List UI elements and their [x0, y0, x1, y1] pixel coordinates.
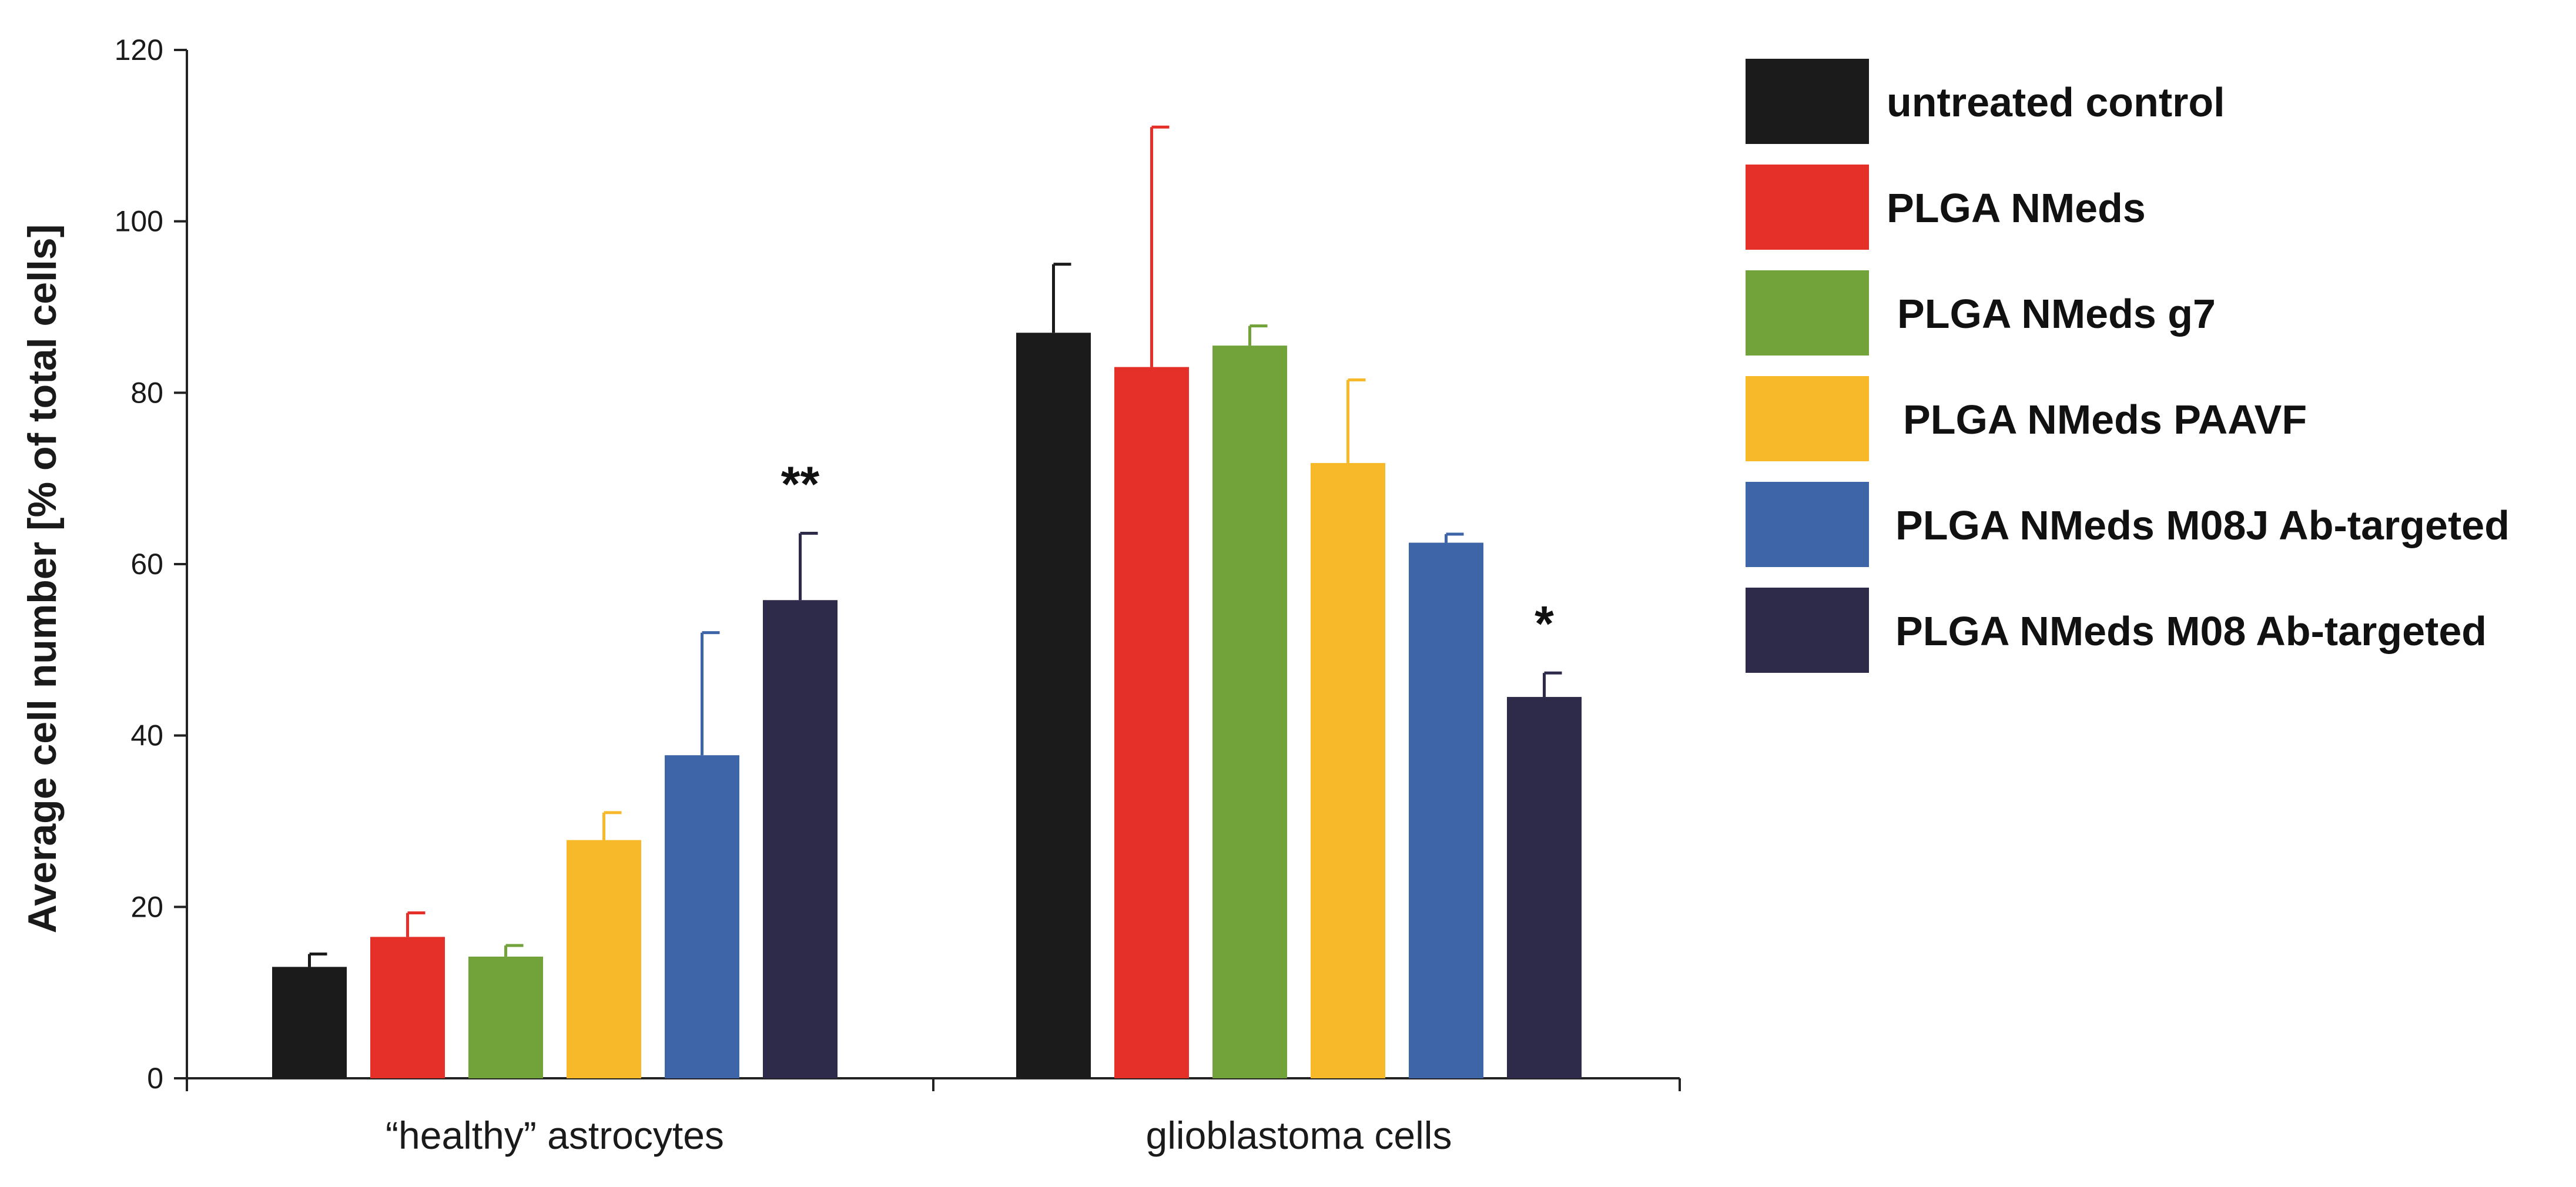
legend-swatch — [1746, 59, 1869, 144]
bar — [272, 967, 347, 1078]
bar — [567, 840, 641, 1078]
x-category-label: “healthy” astrocytes — [386, 1114, 724, 1157]
y-tick-label: 100 — [115, 205, 163, 238]
y-tick-label: 40 — [130, 719, 163, 752]
bar — [1507, 697, 1582, 1078]
y-axis-title: Average cell number [% of total cells] — [20, 224, 65, 934]
bar — [1114, 367, 1189, 1079]
bar — [1409, 542, 1483, 1078]
x-category-label: glioblastoma cells — [1146, 1114, 1452, 1157]
legend-label: PLGA NMeds PAAVF — [1903, 397, 2307, 442]
legend: untreated control PLGA NMeds PLGA NMeds g7… — [1746, 59, 2510, 673]
y-tick-label: 120 — [115, 33, 163, 66]
labels-layer: “healthy” astrocytes glioblastoma cells**… — [386, 457, 1554, 1158]
legend-label: PLGA NMeds — [1887, 185, 2146, 231]
y-tick-label: 80 — [130, 376, 163, 409]
legend-label: untreated control — [1887, 79, 2225, 125]
significance-marker: ** — [781, 457, 820, 512]
legend-swatch — [1746, 270, 1869, 356]
bar — [1016, 333, 1091, 1078]
legend-swatch — [1746, 482, 1869, 567]
bar — [665, 755, 739, 1078]
legend-label: PLGA NMeds g7 — [1897, 291, 2216, 337]
legend-swatch — [1746, 376, 1869, 461]
y-tick-label: 0 — [147, 1062, 163, 1095]
y-tick-label: 60 — [130, 548, 163, 581]
legend-label: PLGA NMeds M08J Ab-targeted — [1895, 502, 2510, 548]
legend-label: PLGA NMeds M08 Ab-targeted — [1895, 608, 2487, 654]
bars-layer — [272, 125, 1582, 1079]
bar — [1212, 346, 1287, 1078]
bar — [370, 937, 445, 1078]
bar — [1311, 462, 1385, 1078]
y-tick-label: 20 — [130, 890, 163, 923]
legend-swatch — [1746, 165, 1869, 250]
significance-marker: * — [1535, 596, 1554, 651]
legend-swatch — [1746, 588, 1869, 673]
bar — [468, 956, 543, 1078]
bar — [763, 600, 838, 1078]
